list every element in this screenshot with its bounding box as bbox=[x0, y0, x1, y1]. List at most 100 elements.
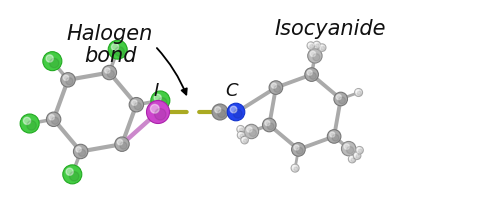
Circle shape bbox=[227, 103, 245, 121]
Circle shape bbox=[238, 127, 241, 130]
Circle shape bbox=[111, 43, 119, 51]
Text: Isocyanide: Isocyanide bbox=[274, 19, 386, 39]
Circle shape bbox=[27, 121, 36, 130]
Circle shape bbox=[292, 166, 296, 168]
Circle shape bbox=[239, 133, 241, 136]
Circle shape bbox=[353, 152, 361, 159]
Text: Halogen
bond: Halogen bond bbox=[67, 24, 153, 66]
Circle shape bbox=[66, 168, 73, 175]
Circle shape bbox=[307, 70, 312, 75]
Circle shape bbox=[212, 104, 228, 120]
Circle shape bbox=[233, 109, 242, 118]
Circle shape bbox=[320, 45, 323, 48]
Circle shape bbox=[330, 132, 335, 137]
Circle shape bbox=[132, 100, 137, 106]
Circle shape bbox=[274, 86, 281, 92]
Circle shape bbox=[263, 118, 276, 132]
Circle shape bbox=[70, 172, 79, 181]
Circle shape bbox=[146, 101, 169, 123]
Circle shape bbox=[356, 146, 363, 154]
Circle shape bbox=[355, 153, 358, 156]
Circle shape bbox=[63, 75, 69, 81]
Circle shape bbox=[341, 141, 356, 156]
Circle shape bbox=[321, 47, 325, 50]
Circle shape bbox=[307, 42, 315, 50]
Circle shape bbox=[108, 40, 127, 59]
Text: C: C bbox=[226, 82, 238, 100]
Circle shape bbox=[344, 144, 349, 149]
Circle shape bbox=[215, 107, 221, 113]
Circle shape bbox=[49, 58, 59, 68]
Circle shape bbox=[243, 139, 247, 143]
Circle shape bbox=[66, 78, 73, 85]
Circle shape bbox=[336, 95, 341, 100]
Circle shape bbox=[327, 130, 341, 143]
Circle shape bbox=[348, 155, 356, 163]
Circle shape bbox=[332, 134, 339, 141]
Circle shape bbox=[129, 97, 144, 112]
Circle shape bbox=[351, 158, 355, 162]
Circle shape bbox=[265, 121, 270, 126]
Circle shape bbox=[154, 94, 161, 101]
Circle shape bbox=[310, 45, 313, 48]
Circle shape bbox=[151, 91, 170, 110]
Circle shape bbox=[305, 68, 318, 81]
Circle shape bbox=[247, 127, 252, 132]
Circle shape bbox=[134, 103, 142, 110]
Circle shape bbox=[155, 109, 166, 120]
Circle shape bbox=[115, 137, 129, 151]
Circle shape bbox=[310, 73, 316, 79]
Circle shape bbox=[244, 124, 259, 139]
Circle shape bbox=[347, 146, 354, 154]
Circle shape bbox=[292, 143, 305, 156]
Circle shape bbox=[46, 55, 53, 62]
Circle shape bbox=[357, 148, 360, 151]
Circle shape bbox=[78, 149, 85, 157]
Circle shape bbox=[291, 164, 299, 172]
Circle shape bbox=[356, 90, 359, 93]
Circle shape bbox=[242, 138, 245, 140]
Circle shape bbox=[294, 167, 298, 171]
Circle shape bbox=[267, 123, 274, 130]
Circle shape bbox=[334, 92, 348, 106]
Circle shape bbox=[358, 91, 361, 95]
Circle shape bbox=[249, 129, 256, 137]
Circle shape bbox=[240, 128, 243, 132]
Circle shape bbox=[269, 81, 283, 94]
Circle shape bbox=[47, 112, 61, 127]
Circle shape bbox=[49, 114, 54, 120]
Circle shape bbox=[296, 147, 303, 154]
Circle shape bbox=[150, 104, 159, 113]
Circle shape bbox=[308, 43, 311, 46]
Circle shape bbox=[359, 149, 362, 153]
Circle shape bbox=[308, 49, 322, 63]
Circle shape bbox=[73, 144, 88, 159]
Circle shape bbox=[76, 147, 81, 152]
Circle shape bbox=[115, 47, 124, 56]
Circle shape bbox=[230, 106, 237, 113]
Text: I: I bbox=[154, 82, 158, 100]
Circle shape bbox=[105, 68, 110, 73]
Circle shape bbox=[314, 43, 317, 45]
Circle shape bbox=[355, 88, 362, 97]
Circle shape bbox=[117, 139, 123, 145]
Circle shape bbox=[43, 52, 62, 71]
Circle shape bbox=[20, 114, 39, 133]
Circle shape bbox=[24, 117, 31, 125]
Circle shape bbox=[349, 157, 352, 159]
Circle shape bbox=[157, 98, 167, 107]
Circle shape bbox=[120, 142, 127, 149]
Circle shape bbox=[271, 83, 276, 88]
Circle shape bbox=[107, 70, 114, 78]
Circle shape bbox=[61, 73, 75, 87]
Circle shape bbox=[339, 97, 346, 104]
Circle shape bbox=[310, 51, 316, 57]
Circle shape bbox=[217, 110, 226, 118]
Circle shape bbox=[294, 145, 299, 150]
Circle shape bbox=[240, 134, 244, 138]
Circle shape bbox=[313, 41, 321, 49]
Circle shape bbox=[63, 165, 82, 184]
Circle shape bbox=[313, 54, 320, 61]
Circle shape bbox=[316, 44, 320, 48]
Circle shape bbox=[356, 155, 360, 158]
